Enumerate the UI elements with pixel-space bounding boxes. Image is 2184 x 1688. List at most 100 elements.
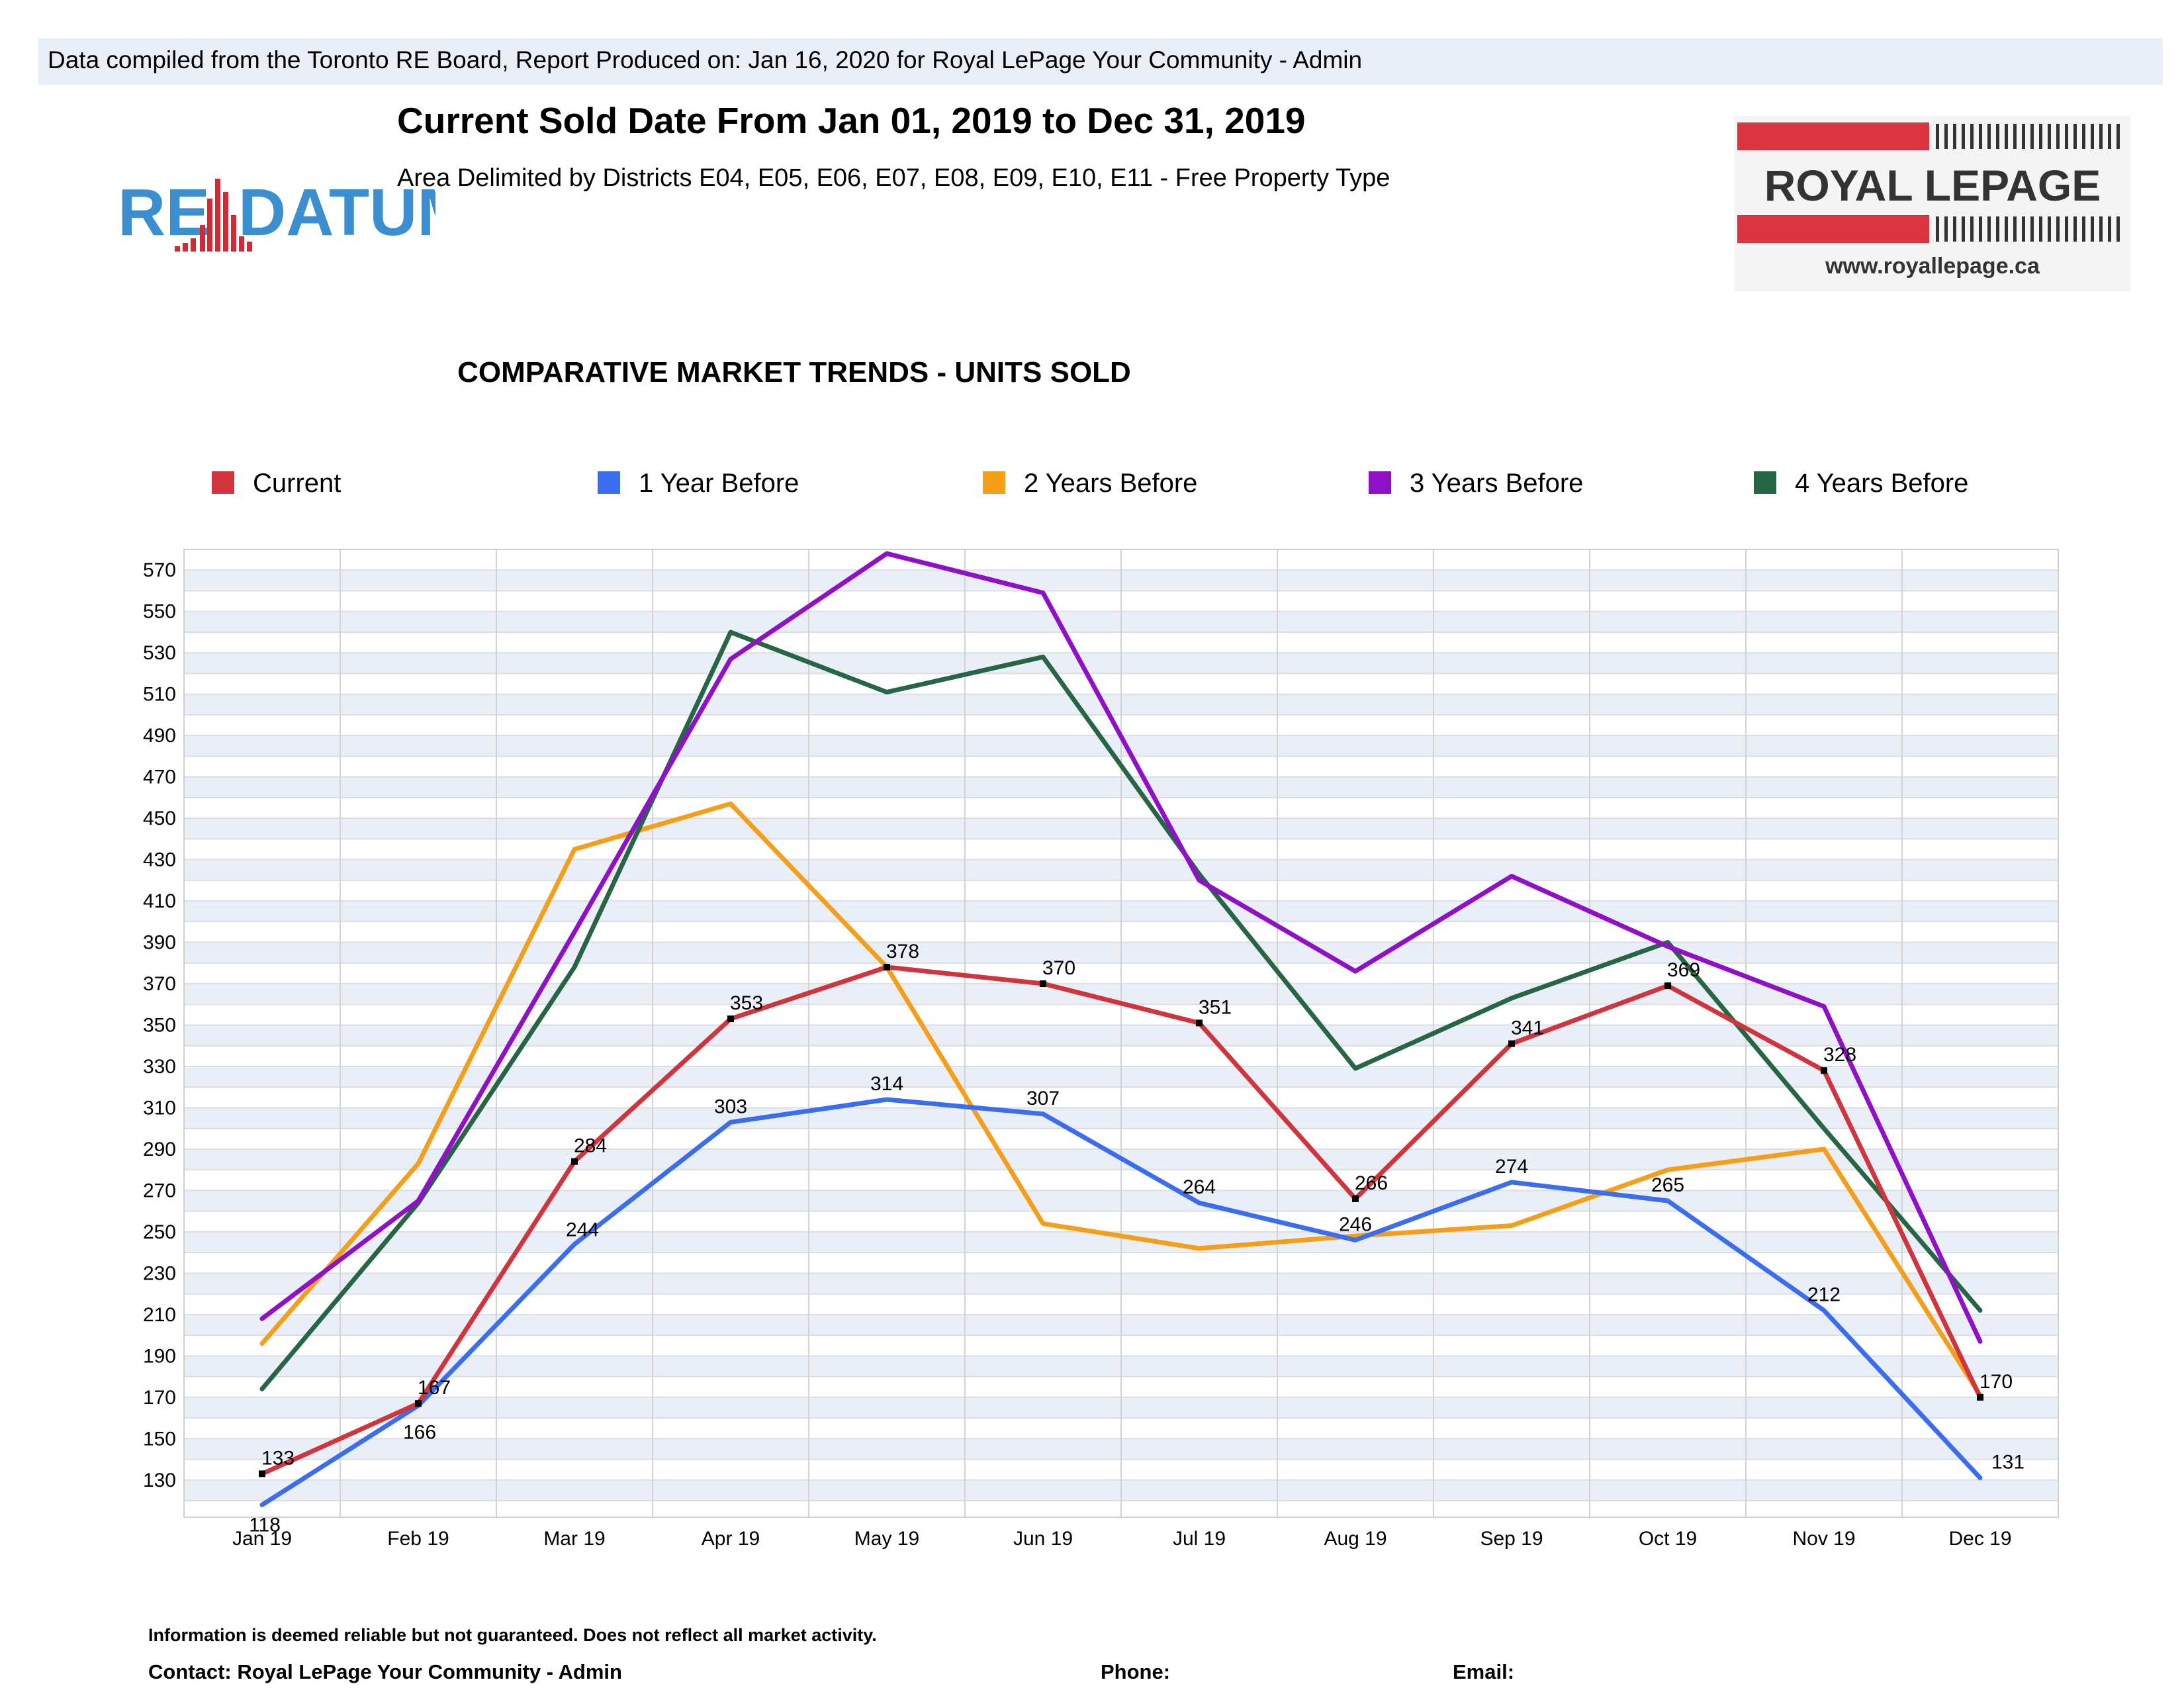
contact-text: Contact: Royal LePage Your Community - A… xyxy=(148,1660,622,1683)
series-line-current xyxy=(259,964,1983,1476)
legend-label: 1 Year Before xyxy=(639,469,799,498)
legend-swatch xyxy=(212,471,234,494)
y-tick-label: 150 xyxy=(143,1428,176,1450)
x-tick-label: Sep 19 xyxy=(1480,1528,1543,1550)
chart-title: COMPARATIVE MARKET TRENDS - UNITS SOLD xyxy=(457,356,1131,389)
data-label-1-year-before: 212 xyxy=(1807,1284,1841,1306)
data-point-marker xyxy=(1352,1195,1359,1202)
y-tick-label: 130 xyxy=(143,1470,176,1491)
legend-label: 2 Years Before xyxy=(1024,469,1198,498)
royal-lepage-wordmark: ROYAL LEPAGE xyxy=(1764,161,2101,210)
legend-swatch xyxy=(598,471,620,494)
x-tick-label: Mar 19 xyxy=(543,1528,605,1550)
data-label-current: 133 xyxy=(261,1447,295,1469)
y-tick-label: 390 xyxy=(143,932,176,954)
phone-label: Phone: xyxy=(1101,1660,1171,1683)
chart-legend: Current 1 Year Before 2 Years Before 3 Y… xyxy=(0,463,2184,503)
report-title: Current Sold Date From Jan 01, 2019 to D… xyxy=(397,100,1306,141)
y-tick-label: 490 xyxy=(143,725,176,747)
y-tick-label: 370 xyxy=(143,973,176,995)
y-tick-label: 350 xyxy=(143,1015,176,1037)
legend-swatch xyxy=(1369,471,1391,494)
y-tick-label: 550 xyxy=(143,601,176,623)
y-tick-label: 210 xyxy=(143,1304,176,1326)
x-tick-label: May 19 xyxy=(854,1528,919,1550)
data-point-marker xyxy=(1977,1393,1983,1401)
data-label-current: 351 xyxy=(1199,996,1232,1018)
legend-swatch xyxy=(983,471,1005,494)
y-tick-label: 170 xyxy=(143,1387,176,1409)
data-label-current: 170 xyxy=(1979,1371,2013,1393)
royal-lepage-url: www.royallepage.ca xyxy=(1825,254,2040,279)
y-tick-label: 510 xyxy=(143,684,176,706)
y-tick-label: 450 xyxy=(143,808,176,829)
skyline-icon xyxy=(175,179,252,252)
y-tick-label: 470 xyxy=(143,767,176,788)
data-point-marker xyxy=(1664,982,1671,990)
y-tick-label: 230 xyxy=(143,1262,176,1284)
legend-label: 3 Years Before xyxy=(1410,469,1584,498)
y-tick-label: 530 xyxy=(143,642,176,664)
y-tick-label: 570 xyxy=(143,559,176,581)
data-point-marker xyxy=(415,1400,422,1407)
x-tick-label: Aug 19 xyxy=(1324,1528,1387,1550)
data-label-current: 369 xyxy=(1667,959,1700,981)
data-labels: 133 167 284 353 378 370 351 266 341 369 328 170 118 1… xyxy=(249,941,2025,1536)
data-label-current: 378 xyxy=(886,941,919,962)
data-point-marker xyxy=(1821,1067,1827,1074)
data-point-marker xyxy=(727,1015,734,1023)
series-markers xyxy=(259,964,1983,1477)
data-label-current: 353 xyxy=(730,992,763,1014)
x-tick-label: Feb 19 xyxy=(387,1528,449,1550)
series-line-3-years-before xyxy=(259,551,1983,1344)
x-tick-label: Nov 19 xyxy=(1792,1528,1855,1550)
data-label-current: 284 xyxy=(574,1135,607,1157)
legend-label: Current xyxy=(253,469,341,498)
redatum-logo: RE DATUM xyxy=(118,175,435,252)
x-tick-label: Jun 19 xyxy=(1013,1528,1073,1550)
disclaimer-text: Information is deemed reliable but not g… xyxy=(148,1625,877,1645)
x-axis: Jan 19 Feb 19 Mar 19 Apr 19 May 19 Jun 19 Jul … xyxy=(232,1528,2012,1550)
data-label-current: 370 xyxy=(1042,957,1075,979)
data-label-current: 266 xyxy=(1355,1172,1388,1194)
y-axis: 130 150 170 190 210 230 250 270 290 310 330 350 370 3… xyxy=(143,559,176,1491)
data-label-current: 167 xyxy=(418,1377,451,1399)
series-line-1-year-before xyxy=(259,1097,1983,1507)
data-point-marker xyxy=(259,1470,265,1477)
data-label-current: 328 xyxy=(1823,1044,1856,1066)
x-tick-label: Oct 19 xyxy=(1639,1528,1697,1550)
y-tick-label: 330 xyxy=(143,1056,176,1078)
x-tick-label: Jul 19 xyxy=(1173,1528,1226,1550)
email-label: Email: xyxy=(1453,1660,1515,1683)
y-tick-label: 410 xyxy=(143,890,176,912)
royal-lepage-logo: ROYAL LEPAGE www.royallepage.ca xyxy=(1734,116,2131,291)
data-point-marker xyxy=(1508,1040,1515,1047)
data-label-1-year-before: 274 xyxy=(1495,1156,1528,1178)
redatum-logo-re: RE xyxy=(118,175,210,250)
data-label-1-year-before: 244 xyxy=(566,1219,599,1241)
x-tick-label: Dec 19 xyxy=(1948,1528,2011,1550)
y-tick-label: 430 xyxy=(143,849,176,871)
data-label-1-year-before: 131 xyxy=(1991,1452,2025,1474)
data-label-1-year-before: 314 xyxy=(870,1073,903,1095)
y-tick-label: 250 xyxy=(143,1221,176,1243)
redatum-logo-datum: DATUM xyxy=(238,175,435,250)
data-label-1-year-before: 246 xyxy=(1339,1213,1372,1235)
data-label-1-year-before: 264 xyxy=(1183,1176,1216,1198)
data-point-marker xyxy=(571,1158,578,1165)
banner-text: Data compiled from the Toronto RE Board,… xyxy=(48,46,1363,73)
x-tick-label: Apr 19 xyxy=(702,1528,760,1550)
data-label-current: 341 xyxy=(1511,1017,1544,1039)
data-label-1-year-before: 303 xyxy=(714,1096,747,1117)
report-banner: Data compiled from the Toronto RE Board,… xyxy=(38,38,2163,85)
data-label-1-year-before: 307 xyxy=(1026,1088,1060,1109)
data-label-1-year-before: 166 xyxy=(403,1421,436,1443)
x-tick-label: Jan 19 xyxy=(232,1528,292,1550)
data-point-marker xyxy=(884,964,890,971)
series-lines xyxy=(259,551,1983,1507)
plot-border xyxy=(183,549,2059,1518)
y-tick-label: 290 xyxy=(143,1139,176,1160)
y-tick-label: 310 xyxy=(143,1097,176,1119)
legend-label: 4 Years Before xyxy=(1795,469,1969,498)
